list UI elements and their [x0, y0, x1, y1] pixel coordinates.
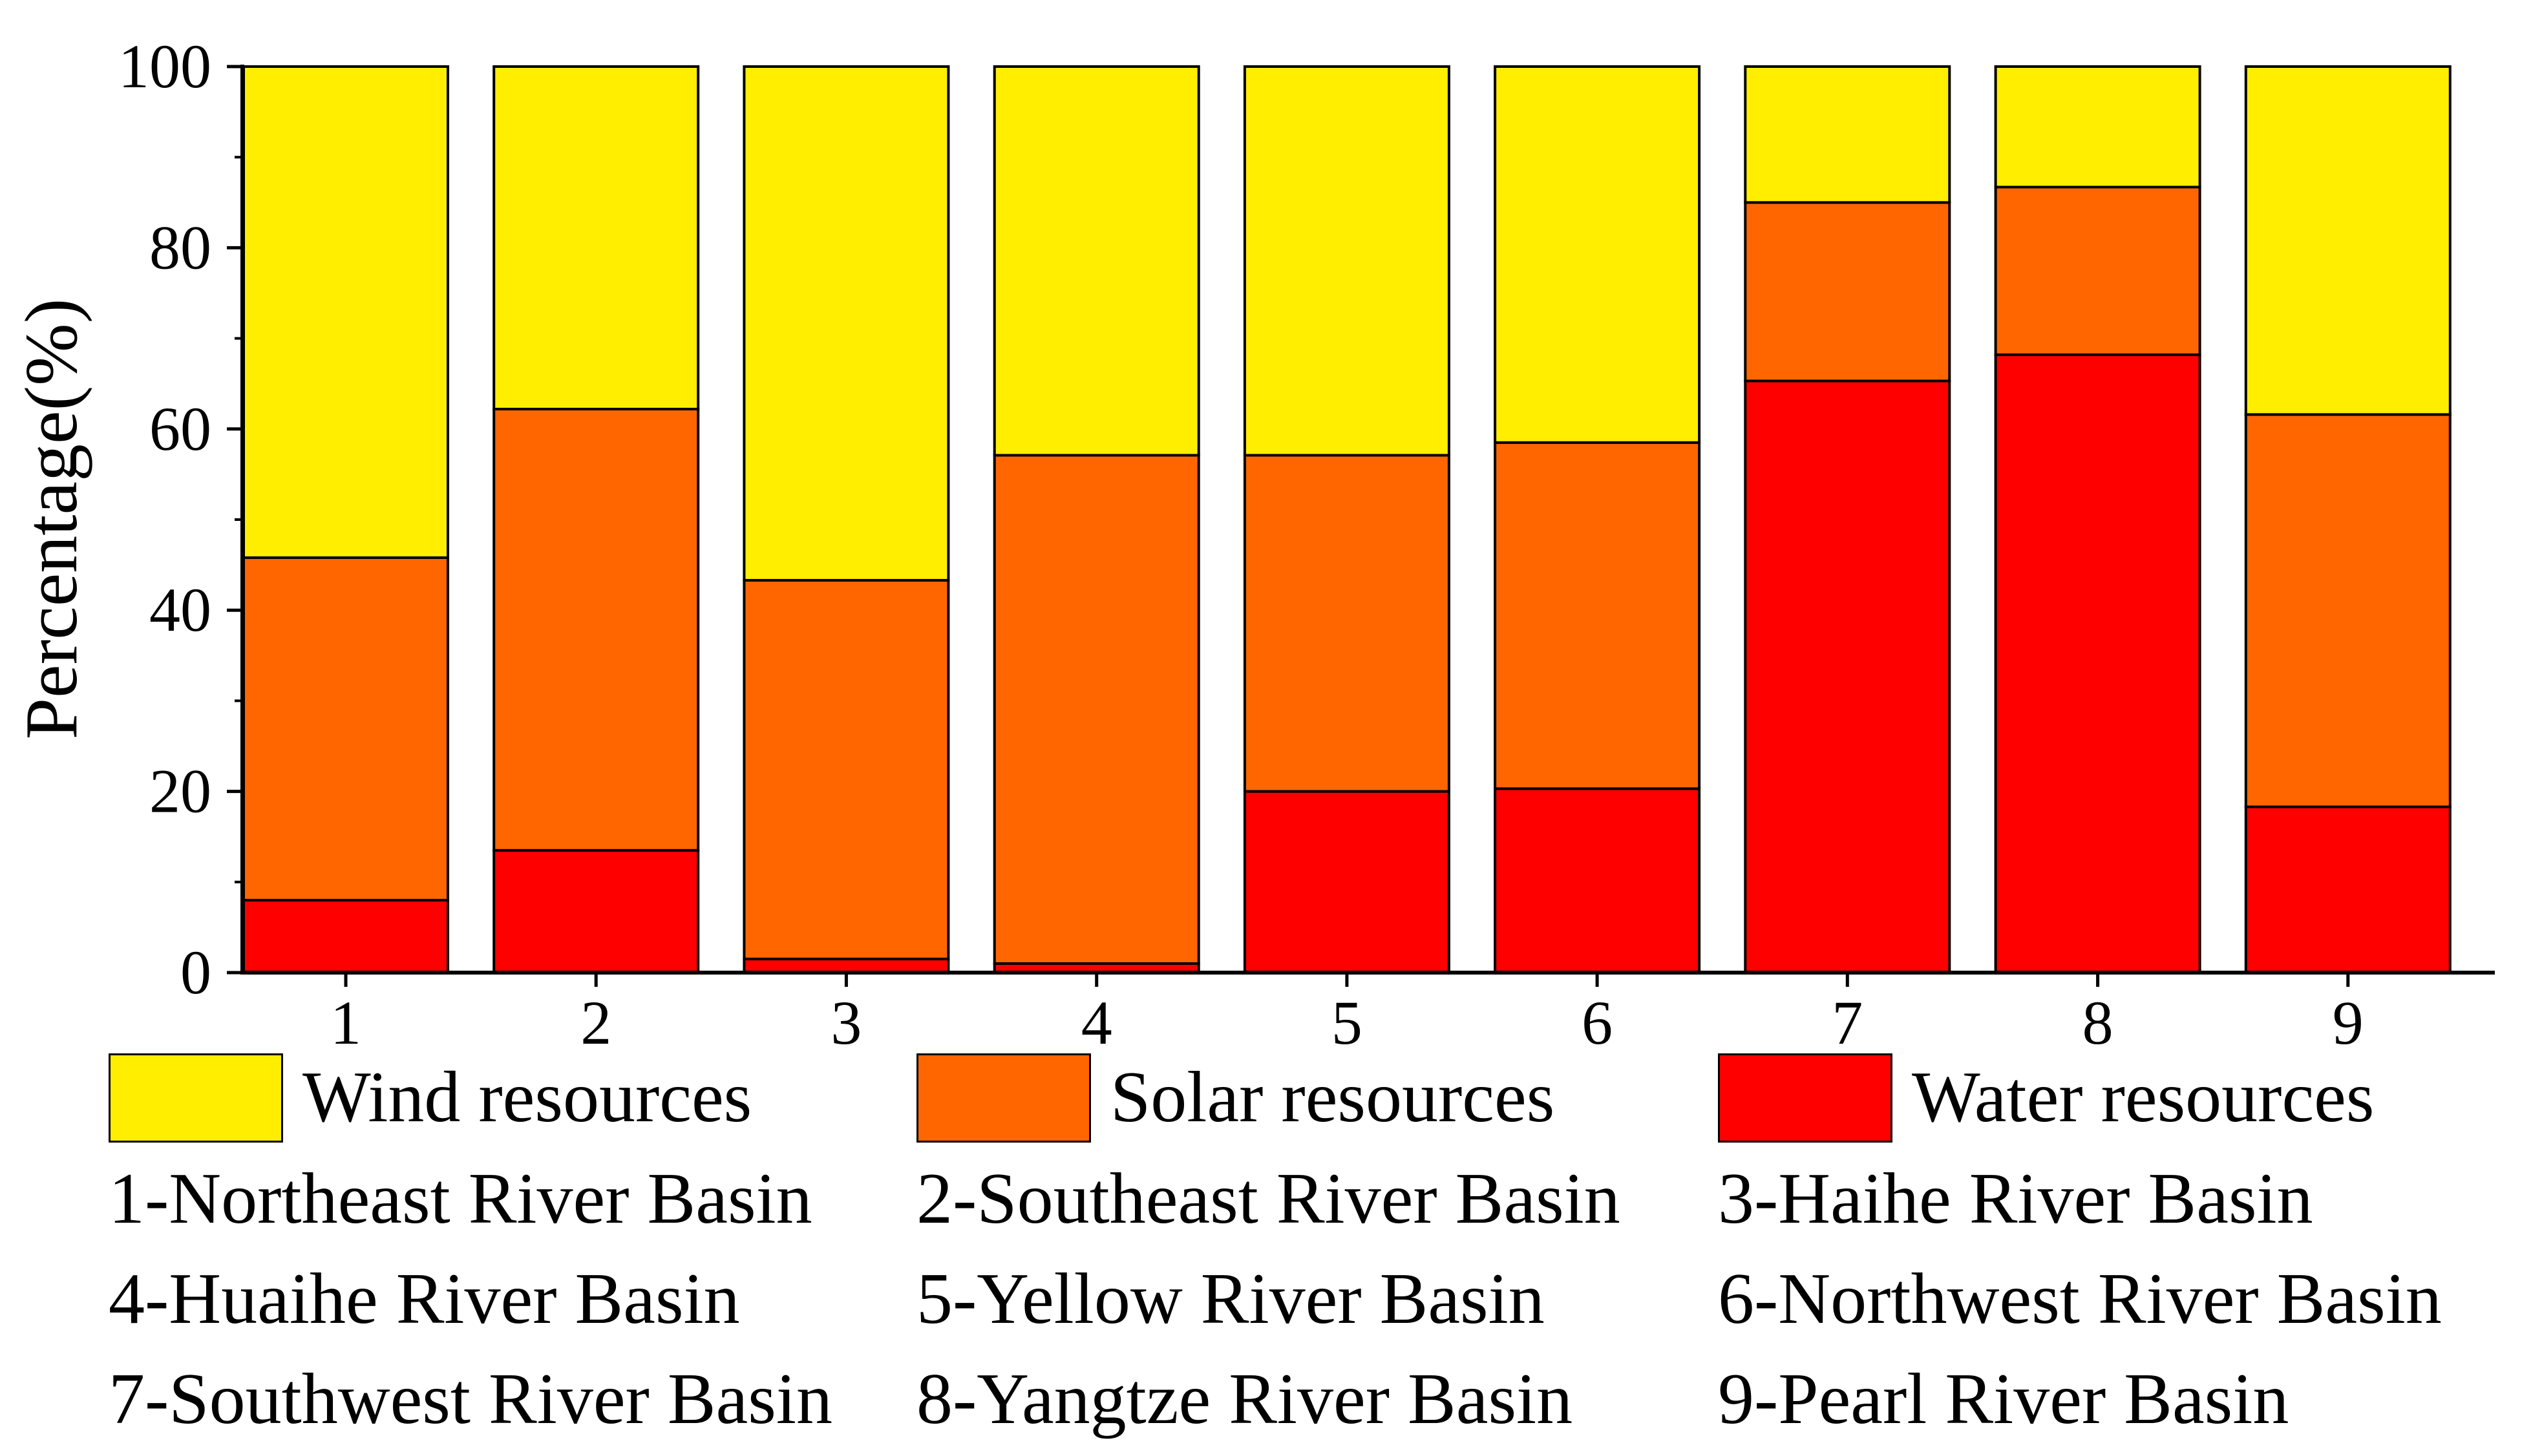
- legend-label-wind: Wind resources: [302, 1057, 752, 1137]
- legend-label-water: Water resources: [1912, 1057, 2375, 1137]
- basin-key-item: 3-Haihe River Basin: [1718, 1159, 2313, 1239]
- bar-segment-solar-5: [1243, 454, 1450, 793]
- basin-key-item: 8-Yangtze River Basin: [916, 1359, 1573, 1439]
- basin-key-item: 7-Southwest River Basin: [109, 1359, 832, 1439]
- bar-segment-water-7: [1744, 379, 1951, 974]
- legend-swatch-water: [1718, 1053, 1892, 1143]
- x-tick-label: 1: [330, 988, 361, 1057]
- bar-segment-water-6: [1494, 787, 1701, 975]
- bar-segment-solar-3: [743, 578, 950, 960]
- y-tick-label: 60: [149, 394, 211, 463]
- x-tick-label: 4: [1081, 988, 1112, 1057]
- bar-segment-water-2: [493, 849, 700, 974]
- bar-segment-solar-9: [2244, 413, 2452, 808]
- bar-segment-wind-3: [743, 65, 950, 582]
- y-tick-label: 0: [180, 938, 211, 1007]
- bar-segment-wind-4: [993, 65, 1200, 457]
- basin-key-item: 5-Yellow River Basin: [916, 1259, 1545, 1339]
- legend-swatch-solar: [916, 1053, 1091, 1143]
- legend-label-solar: Solar resources: [1110, 1057, 1555, 1137]
- basin-key-item: 1-Northeast River Basin: [109, 1159, 812, 1239]
- ticks-layer: 1 2 3 4 5 6 7 8 9 0 20 40 60 80 100: [118, 32, 2364, 1057]
- basin-key-item: 6-Northwest River Basin: [1718, 1259, 2442, 1339]
- bar-segment-water-8: [1994, 353, 2201, 974]
- x-tick-label: 8: [2082, 988, 2113, 1057]
- x-tick-label: 2: [580, 988, 611, 1057]
- x-tick-label: 7: [1832, 988, 1863, 1057]
- legend-swatch-wind: [109, 1053, 283, 1143]
- basin-key-item: 9-Pearl River Basin: [1718, 1359, 2289, 1439]
- legend: Wind resources Solar resources Water res…: [0, 1053, 2542, 1157]
- bar-segment-solar-2: [493, 408, 700, 852]
- bar-segment-solar-4: [993, 454, 1200, 965]
- basin-key-item: 2-Southeast River Basin: [916, 1159, 1620, 1239]
- bar-segment-water-3: [743, 958, 950, 974]
- x-tick-label: 3: [831, 988, 862, 1057]
- x-tick-label: 6: [1582, 988, 1613, 1057]
- bar-segment-solar-8: [1994, 185, 2201, 356]
- basin-key: 1-Northeast River Basin 2-Southeast Rive…: [0, 1157, 2542, 1454]
- bar-segment-solar-7: [1744, 201, 1951, 383]
- bar-segment-wind-2: [493, 65, 700, 410]
- bar-segment-water-1: [242, 898, 449, 975]
- x-tick-label: 5: [1331, 988, 1362, 1057]
- y-tick-label: 80: [149, 213, 211, 282]
- bar-segment-wind-6: [1494, 65, 1701, 444]
- bar-segment-water-9: [2244, 805, 2452, 975]
- bars-layer: [242, 65, 2452, 975]
- bar-segment-wind-1: [242, 65, 449, 559]
- x-tick-label: 9: [2333, 988, 2364, 1057]
- bar-segment-water-5: [1243, 790, 1450, 974]
- bar-segment-solar-6: [1494, 441, 1701, 790]
- bar-segment-wind-8: [1994, 65, 2201, 189]
- bar-segment-wind-9: [2244, 65, 2452, 416]
- bar-segment-wind-7: [1744, 65, 1951, 204]
- basin-key-item: 4-Huaihe River Basin: [109, 1259, 740, 1339]
- y-tick-label: 100: [118, 32, 211, 101]
- bar-segment-solar-1: [242, 556, 449, 902]
- bar-segment-wind-5: [1243, 65, 1450, 457]
- y-tick-label: 40: [149, 575, 211, 644]
- y-axis-label: Percentage(%): [10, 299, 93, 740]
- y-tick-label: 20: [149, 757, 211, 826]
